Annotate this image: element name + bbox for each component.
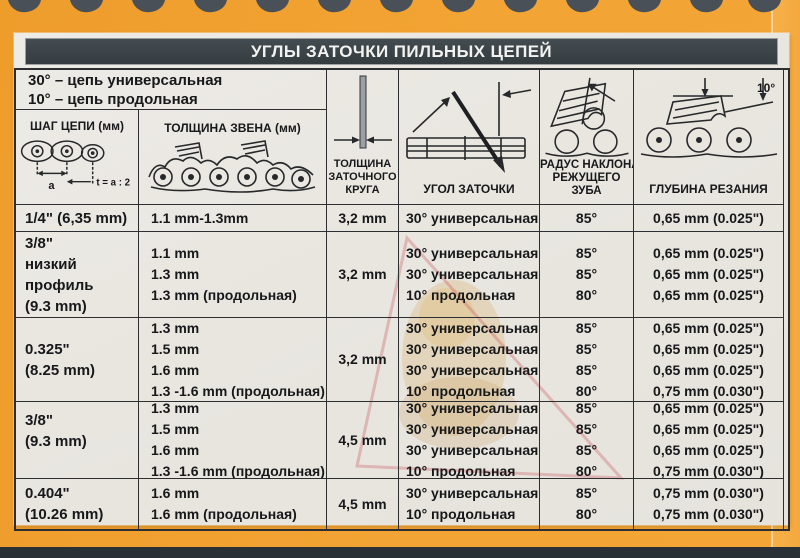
pitch-cell: 0.325" (8.25 mm) [16, 318, 139, 402]
column-header-depth: 10° ГЛУБИНА РЕЗАНИЯ [634, 70, 784, 205]
sharpen-angle-icon [406, 82, 532, 173]
wheel-cell: 4,5 mm [327, 402, 399, 479]
gauge-cell: 1.3 mm 1.5 mm 1.6 mm 1.3 -1.6 mm (продол… [139, 318, 327, 402]
pitch-cell: 0.404" (10.26 mm) [16, 479, 139, 529]
angle-cell: 30° универсальная 30° универсальная 30° … [399, 318, 540, 402]
tilt-cell: 85° 85° 85° 80° [540, 318, 634, 402]
depth-cell: 0,65 mm (0.025") [634, 205, 784, 232]
pitch-cell: 3/8" (9.3 mm) [16, 402, 139, 479]
angle-cell: 30° универсальная 30° универсальная 10° … [399, 232, 540, 318]
depth-cell: 0,65 mm (0.025") 0,65 mm (0.025") 0,65 m… [634, 402, 784, 479]
column-header-angle: УГОЛ ЗАТОЧКИ [399, 70, 540, 205]
column-header-tilt: ГРАДУС НАКЛОНА РЕЖУЩЕГО ЗУБА [540, 70, 634, 205]
angle-header-label: УГОЛ ЗАТОЧКИ [423, 182, 515, 196]
tilt-header-label: ГРАДУС НАКЛОНА РЕЖУЩЕГО ЗУБА [540, 159, 634, 197]
column-header-wheel: ТОЛЩИНА ЗАТОЧНОГО КРУГА [327, 70, 399, 205]
chain-pitch-icon: a t = a : 2 [20, 140, 130, 192]
tilt-cell: 85° [540, 205, 634, 232]
title-bar: УГЛЫ ЗАТОЧКИ ПИЛЬНЫХ ЦЕПЕЙ [25, 38, 778, 65]
page-title: УГЛЫ ЗАТОЧКИ ПИЛЬНЫХ ЦЕПЕЙ [250, 41, 553, 61]
cutting-depth-icon: 10° [640, 78, 777, 158]
wheel-cell: 3,2 mm [327, 318, 399, 402]
angle-cell: 30° универсальная [399, 205, 540, 232]
legend-text: 30° – цепь универсальная 10° – цепь прод… [28, 71, 223, 108]
svg-text:t = a : 2: t = a : 2 [96, 177, 130, 188]
pitch-cell: 3/8" низкий профиль (9.3 mm) [16, 232, 139, 318]
column-header-pitch: ШАГ ЦЕПИ (мм) a t = a : 2 [16, 110, 139, 205]
pitch-header-label: ШАГ ЦЕПИ (мм) [30, 119, 124, 133]
tilt-cell: 85° 85° 85° 80° [540, 402, 634, 479]
pitch-cell: 1/4" (6,35 mm) [16, 205, 139, 232]
svg-text:10°: 10° [757, 81, 775, 95]
gauge-header-label: ТОЛЩИНА ЗВЕНА (мм) [164, 121, 301, 135]
depth-header-label: ГЛУБИНА РЕЗАНИЯ [649, 182, 768, 196]
angle-cell: 30° универсальная 10° продольная [399, 479, 540, 529]
gauge-cell: 1.3 mm 1.5 mm 1.6 mm 1.3 -1.6 mm (продол… [139, 402, 327, 479]
tilt-cell: 85° 80° [540, 479, 634, 529]
tilt-cell: 85° 85° 80° [540, 232, 634, 318]
depth-cell: 0,65 mm (0.025") 0,65 mm (0.025") 0,65 m… [634, 318, 784, 402]
depth-cell: 0,65 mm (0.025") 0,65 mm (0.025") 0,65 m… [634, 232, 784, 318]
angle-cell: 30° универсальная 30° универсальная 30° … [399, 402, 540, 479]
svg-text:a: a [48, 180, 55, 192]
wheel-cell: 3,2 mm [327, 232, 399, 318]
wheel-cell: 4,5 mm [327, 479, 399, 529]
gauge-cell: 1.1 mm 1.3 mm 1.3 mm (продольная) [139, 232, 327, 318]
wheel-cell: 3,2 mm [327, 205, 399, 232]
sharpening-table: 30° – цепь универсальная 10° – цепь прод… [14, 68, 790, 531]
column-header-gauge: ТОЛЩИНА ЗВЕНА (мм) [139, 110, 327, 205]
legend: 30° – цепь универсальная 10° – цепь прод… [16, 70, 327, 110]
gauge-cell: 1.1 mm-1.3mm [139, 205, 327, 232]
chain-link-side-icon [147, 140, 315, 193]
saw-blade-teeth-icon [8, 0, 781, 13]
sharpening-table-card: УГЛЫ ЗАТОЧКИ ПИЛЬНЫХ ЦЕПЕЙ 30° – цепь ун… [14, 33, 790, 531]
depth-cell: 0,75 mm (0.030") 0,75 mm (0.030") [634, 479, 784, 529]
bottom-dark-strip [0, 547, 800, 558]
wheel-header-label: ТОЛЩИНА ЗАТОЧНОГО КРУГА [328, 158, 397, 196]
grinding-wheel-icon [333, 75, 392, 149]
gauge-cell: 1.6 mm 1.6 mm (продольная) [139, 479, 327, 529]
tooth-tilt-icon [544, 77, 629, 157]
